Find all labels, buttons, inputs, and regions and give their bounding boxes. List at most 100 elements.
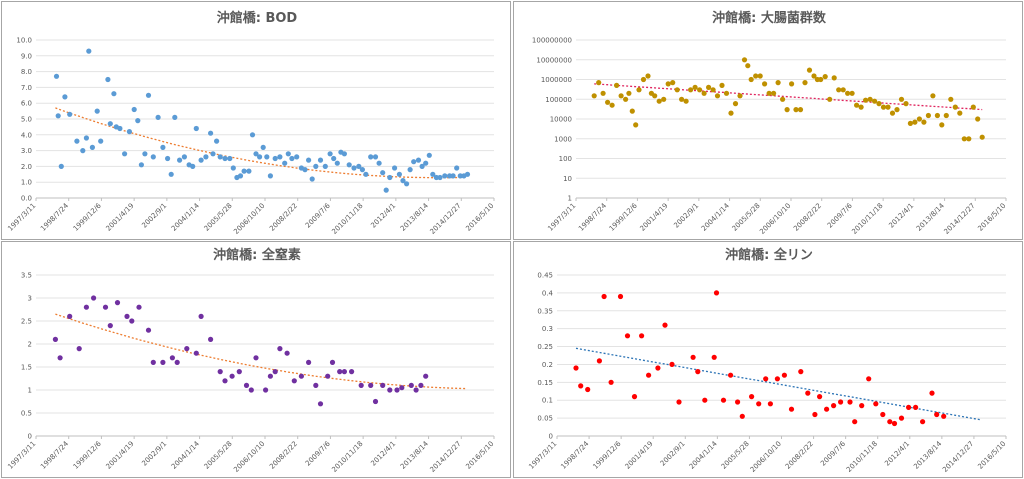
data-point — [788, 406, 795, 412]
data-point — [404, 181, 410, 187]
x-tick-label: 2001/4/19 — [624, 440, 655, 471]
x-tick-label: 2008/2/22 — [792, 202, 823, 233]
y-tick-label: 10.0 — [16, 37, 32, 45]
data-point — [418, 382, 424, 388]
data-point — [771, 90, 777, 96]
data-point — [117, 125, 123, 132]
x-tick-label: 2006/10/10 — [758, 202, 792, 236]
data-point — [797, 107, 804, 113]
data-point — [94, 108, 100, 114]
y-tick-label: 0.5 — [21, 410, 32, 418]
data-point — [876, 101, 882, 107]
x-tick-label: 2004/1/14 — [688, 439, 719, 470]
data-point — [939, 122, 945, 128]
data-point — [952, 104, 958, 110]
data-point — [105, 76, 111, 83]
data-point — [614, 82, 620, 88]
data-point — [623, 96, 629, 102]
y-tick-label: 0.25 — [537, 343, 553, 351]
x-tick-label: 1999/12/6 — [72, 439, 103, 470]
y-tick-label: 2 — [28, 341, 32, 349]
data-point — [934, 112, 940, 119]
data-point — [775, 80, 781, 86]
data-point — [253, 151, 259, 157]
y-tick-label: 0.4 — [542, 289, 554, 297]
total-phosphorus-chart-panel: 沖館橋: 全リン 0 0.05 0.1 0.15 0.2 0.25 0.3 0.35 0.4 0.4… — [513, 241, 1023, 478]
y-tick-label: 3.0 — [21, 147, 32, 155]
data-point — [789, 81, 795, 87]
chart-title: 沖館橋: BOD — [217, 10, 298, 26]
data-point — [437, 174, 443, 181]
data-point — [912, 119, 918, 125]
x-tick-label: 2005/5/28 — [203, 202, 234, 233]
data-point — [114, 300, 121, 306]
data-point — [636, 87, 642, 93]
data-point — [930, 93, 936, 99]
data-point — [415, 157, 422, 163]
data-point — [818, 76, 824, 83]
data-point — [591, 93, 597, 99]
x-tick-label: 2001/4/19 — [105, 202, 136, 233]
data-point — [349, 369, 355, 375]
data-point — [131, 106, 137, 113]
x-tick-label: 2008/2/22 — [784, 440, 815, 471]
y-tick-label: 9.0 — [21, 52, 32, 60]
data-point — [941, 413, 947, 419]
data-point — [845, 90, 851, 96]
data-point — [376, 160, 382, 166]
x-tick-label: 2006/10/10 — [749, 440, 783, 474]
data-point — [601, 293, 607, 300]
data-point — [383, 187, 389, 193]
data-point — [419, 163, 425, 169]
data-point — [866, 376, 872, 382]
x-tick-label: 2014/12/27 — [429, 440, 463, 474]
y-tick-label: 10000 — [550, 116, 572, 124]
y-tick-label: 1 — [568, 195, 572, 203]
data-point — [670, 80, 676, 86]
data-point — [626, 90, 632, 96]
data-point — [263, 387, 269, 393]
data-point — [920, 419, 926, 425]
data-point — [605, 99, 611, 105]
x-tick-label: 2010/11/18 — [330, 440, 364, 474]
data-point — [227, 155, 233, 162]
data-point — [284, 350, 290, 356]
data-point — [898, 96, 905, 102]
data-point — [640, 76, 647, 83]
x-tick-label: 1999/12/6 — [592, 439, 623, 470]
x-tick-label: 2013/8/14 — [399, 201, 430, 232]
y-tick-label: 0.0 — [21, 195, 32, 203]
data-point — [464, 171, 471, 177]
data-point — [313, 163, 319, 169]
data-point — [661, 96, 667, 102]
data-point — [578, 383, 584, 389]
data-point — [957, 110, 963, 116]
data-point — [934, 411, 940, 418]
x-tick-label: 2009/7/6 — [819, 439, 847, 467]
data-point — [880, 411, 886, 418]
data-point — [711, 354, 717, 360]
data-point — [358, 382, 364, 388]
y-tick-label: 3 — [28, 295, 32, 303]
data-point — [596, 358, 602, 364]
x-tick-label: 2006/10/10 — [232, 440, 266, 474]
x-tick-label: 2009/7/6 — [826, 201, 854, 229]
y-tick-label: 5.0 — [21, 116, 32, 124]
y-tick-label: 8.0 — [21, 68, 32, 76]
data-point — [277, 154, 283, 160]
data-point — [692, 84, 698, 90]
x-tick-label: 1998/7/24 — [39, 201, 70, 232]
x-tick-label: 2002/9/1 — [672, 202, 700, 230]
data-point — [847, 399, 853, 405]
data-point — [169, 355, 175, 361]
data-point — [665, 81, 671, 87]
trend-line — [55, 107, 462, 179]
data-point — [714, 93, 721, 99]
data-point — [701, 90, 707, 96]
data-point — [617, 293, 624, 300]
data-point — [86, 48, 92, 54]
data-point — [831, 403, 837, 409]
data-point — [387, 387, 393, 393]
data-point — [737, 93, 743, 99]
data-point — [229, 373, 235, 379]
